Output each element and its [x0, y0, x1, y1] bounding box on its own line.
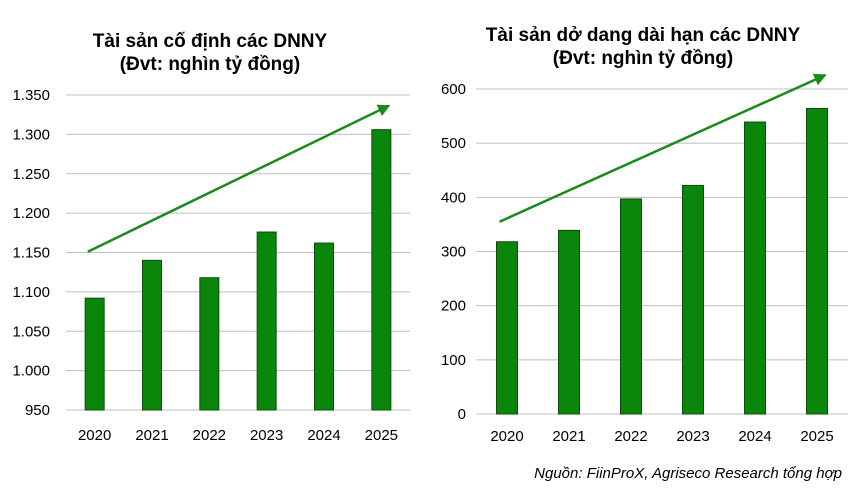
- bar: [314, 242, 334, 411]
- trend-arrow: [499, 73, 827, 223]
- y-tick-label: 1.300: [12, 126, 50, 143]
- bar: [199, 277, 220, 411]
- chart-subtitle-text: (Đvt: nghìn tỷ đồng): [119, 54, 301, 75]
- bar: [142, 259, 162, 411]
- y-tick-label: 300: [441, 244, 466, 261]
- x-tick-label: 2021: [552, 428, 585, 445]
- y-tick-label: 600: [441, 81, 466, 98]
- chart-construction-in-progress: 0 100 200 300 400 500 600 2020 2021 2022 2023 2024 2…: [441, 73, 848, 445]
- y-tick-label: 1.100: [12, 284, 50, 301]
- chart-title-construction-in-progress: Tài sản dở dang dài hạn các DNNY (Đvt: n…: [468, 24, 818, 70]
- y-tick-label: 950: [25, 402, 50, 419]
- x-tick-label: 2025: [800, 428, 833, 445]
- y-tick-label: 1.050: [12, 323, 50, 340]
- chart-title-fixed-assets: Tài sản cố định các DNNY (Đvt: nghìn tỷ …: [60, 30, 360, 76]
- bar: [744, 121, 766, 415]
- x-tick-label: 2022: [614, 428, 647, 445]
- x-tick-label: 2021: [135, 427, 168, 444]
- bar: [620, 198, 642, 415]
- x-tick-label: 2022: [193, 427, 226, 444]
- y-tick-label: 1.150: [12, 245, 50, 262]
- chart-title-text: Tài sản dở dang dài hạn các DNNY: [485, 25, 801, 46]
- x-tick-label: 2024: [738, 428, 771, 445]
- y-tick-label: 1.250: [12, 166, 50, 183]
- x-tick-label: 2023: [676, 428, 709, 445]
- source-note: Nguồn: FiinProX, Agriseco Research tổng …: [534, 465, 842, 482]
- y-tick-label: 1.350: [12, 87, 50, 104]
- bar: [558, 229, 580, 415]
- y-tick-label: 500: [441, 135, 466, 152]
- y-tick-label: 1.000: [12, 363, 50, 380]
- x-tick-label: 2020: [490, 428, 523, 445]
- x-tick-label: 2023: [250, 427, 283, 444]
- y-tick-label: 100: [441, 352, 466, 369]
- y-tick-label: 0: [458, 406, 466, 423]
- chart-subtitle-text: (Đvt: nghìn tỷ đồng): [552, 48, 734, 69]
- y-tick-label: 400: [441, 189, 466, 206]
- y-tick-label: 1.200: [12, 205, 50, 222]
- x-tick-label: 2025: [365, 427, 398, 444]
- y-tick-label: 200: [441, 298, 466, 315]
- bar: [256, 231, 277, 411]
- x-tick-label: 2020: [78, 427, 111, 444]
- trend-arrow: [87, 104, 391, 253]
- bar: [682, 184, 704, 415]
- chart-title-text: Tài sản cố định các DNNY: [92, 31, 328, 52]
- x-tick-label: 2024: [307, 427, 340, 444]
- bar: [496, 241, 518, 415]
- bar: [84, 297, 105, 411]
- chart-fixed-assets: 950 1.000 1.050 1.100 1.150 1.200 1.250 1.300 1.…: [12, 87, 410, 444]
- bar: [371, 129, 392, 411]
- bar: [806, 108, 828, 415]
